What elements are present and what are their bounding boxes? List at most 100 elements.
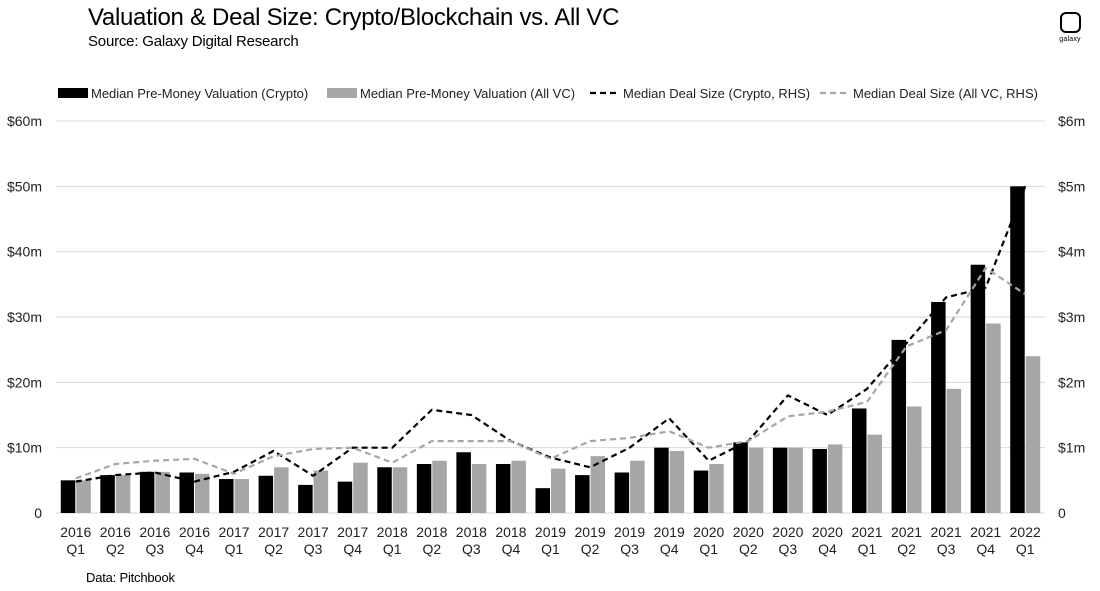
bar-crypto-valuation xyxy=(456,452,471,513)
lines xyxy=(75,185,1027,483)
x-axis-year-label: 2019 xyxy=(654,524,685,540)
bar-allvc-valuation xyxy=(155,471,170,513)
chart-title: Valuation & Deal Size: Crypto/Blockchain… xyxy=(88,4,620,31)
x-axis-quarter-label: Q2 xyxy=(422,541,441,557)
bar-crypto-valuation xyxy=(931,301,946,513)
x-axis-year-label: 2019 xyxy=(614,524,645,540)
x-axis-quarter-label: Q3 xyxy=(304,541,323,557)
right-axis-tick-label: $4m xyxy=(1058,244,1085,260)
x-axis-quarter-label: Q1 xyxy=(383,541,402,557)
x-axis-quarter-label: Q3 xyxy=(146,541,165,557)
left-axis-tick-label: 0 xyxy=(34,505,42,521)
x-axis-quarter-label: Q4 xyxy=(976,541,995,557)
x-axis-quarter-label: Q3 xyxy=(620,541,639,557)
x-axis-year-label: 2016 xyxy=(100,524,131,540)
left-axis-tick-label: $40m xyxy=(7,244,42,260)
bar-crypto-valuation xyxy=(416,464,432,513)
bar-crypto-valuation xyxy=(772,447,788,513)
bar-allvc-valuation xyxy=(274,467,289,513)
x-axis-quarter-label: Q1 xyxy=(541,541,560,557)
bar-allvc-valuation xyxy=(946,388,962,513)
x-axis-quarter-label: Q2 xyxy=(581,541,600,557)
x-axis-quarter-label: Q3 xyxy=(462,541,481,557)
x-axis-year-label: 2016 xyxy=(139,524,170,540)
bar-crypto-valuation xyxy=(851,408,867,513)
x-axis-year-label: 2016 xyxy=(179,524,210,540)
right-axis-tick-label: $6m xyxy=(1058,113,1085,129)
axes: 0 0 $10m $1m $20m $2m $30m $3m $40m $4m $50m $5m $60… xyxy=(7,113,1085,557)
left-axis-tick-label: $10m xyxy=(7,440,42,456)
bar-crypto-valuation xyxy=(337,481,353,513)
x-axis-quarter-label: Q4 xyxy=(660,541,679,557)
legend-label: Median Pre-Money Valuation (Crypto) xyxy=(91,86,308,101)
logo-text: galaxy xyxy=(1059,36,1081,43)
bar-allvc-valuation xyxy=(234,479,250,513)
x-axis-year-label: 2016 xyxy=(60,524,91,540)
x-axis-year-label: 2022 xyxy=(1010,524,1041,540)
bar-crypto-valuation xyxy=(733,442,748,513)
bar-crypto-valuation xyxy=(60,480,76,513)
x-axis-year-label: 2018 xyxy=(416,524,447,540)
right-axis-tick-label: $2m xyxy=(1058,374,1085,390)
bar-allvc-valuation xyxy=(986,323,1001,513)
bar-allvc-valuation xyxy=(709,464,724,513)
x-axis-quarter-label: Q2 xyxy=(897,541,916,557)
bar-allvc-valuation xyxy=(788,447,803,513)
x-axis-year-label: 2018 xyxy=(377,524,408,540)
bar-allvc-valuation xyxy=(76,480,91,513)
bar-crypto-valuation xyxy=(654,447,669,513)
bar-crypto-valuation xyxy=(179,472,194,513)
bar-allvc-valuation xyxy=(115,475,131,513)
x-axis-quarter-label: Q4 xyxy=(343,541,362,557)
x-axis-quarter-label: Q1 xyxy=(699,541,718,557)
bar-crypto-valuation xyxy=(219,479,234,513)
bar-crypto-valuation xyxy=(535,488,550,513)
x-axis-year-label: 2020 xyxy=(812,524,843,540)
bar-crypto-valuation xyxy=(139,471,155,513)
bar-allvc-valuation xyxy=(827,444,843,513)
galaxy-logo-icon xyxy=(1059,12,1081,33)
x-axis-year-label: 2018 xyxy=(495,524,526,540)
x-axis-year-label: 2019 xyxy=(574,524,605,540)
x-axis-quarter-label: Q1 xyxy=(225,541,244,557)
right-axis-tick-label: $5m xyxy=(1058,178,1085,194)
line-crypto-deal-size xyxy=(75,185,1027,483)
bar-crypto-valuation xyxy=(495,464,511,513)
left-axis-tick-label: $20m xyxy=(7,374,42,390)
bar-crypto-valuation xyxy=(693,470,709,513)
legend-label: Median Pre-Money Valuation (All VC) xyxy=(360,86,575,101)
data-source-note: Data: Pitchbook xyxy=(86,570,175,585)
bar-crypto-valuation xyxy=(970,264,986,513)
bar-crypto-valuation xyxy=(812,448,827,513)
left-axis-tick-label: $50m xyxy=(7,178,42,194)
x-axis-quarter-label: Q4 xyxy=(818,541,837,557)
left-axis-tick-label: $30m xyxy=(7,309,42,325)
bar-allvc-valuation xyxy=(353,462,368,513)
x-axis-year-label: 2017 xyxy=(337,524,368,540)
x-axis-quarter-label: Q2 xyxy=(264,541,283,557)
bar-allvc-valuation xyxy=(432,460,447,513)
line-allvc-deal-size xyxy=(75,266,1026,480)
x-axis-quarter-label: Q3 xyxy=(779,541,798,557)
bar-allvc-valuation xyxy=(194,473,210,513)
left-axis-tick-label: $60m xyxy=(7,113,42,129)
bar-allvc-valuation xyxy=(867,434,882,513)
bar-crypto-valuation xyxy=(575,475,590,513)
bar-allvc-valuation xyxy=(907,406,922,513)
bar-crypto-valuation xyxy=(891,339,907,513)
bar-allvc-valuation xyxy=(669,450,685,513)
bar-allvc-valuation xyxy=(748,447,764,513)
x-axis-year-label: 2021 xyxy=(851,524,882,540)
legend-swatch xyxy=(58,88,88,98)
x-axis-year-label: 2021 xyxy=(931,524,962,540)
legend-label: Median Deal Size (Crypto, RHS) xyxy=(623,86,810,101)
bar-crypto-valuation xyxy=(258,475,274,513)
x-axis-year-label: 2017 xyxy=(298,524,329,540)
right-axis-tick-label: $1m xyxy=(1058,440,1085,456)
x-axis-quarter-label: Q1 xyxy=(858,541,877,557)
x-axis-quarter-label: Q4 xyxy=(502,541,521,557)
x-axis-year-label: 2020 xyxy=(693,524,724,540)
galaxy-logo: galaxy xyxy=(1056,12,1084,43)
right-axis-tick-label: $3m xyxy=(1058,309,1085,325)
